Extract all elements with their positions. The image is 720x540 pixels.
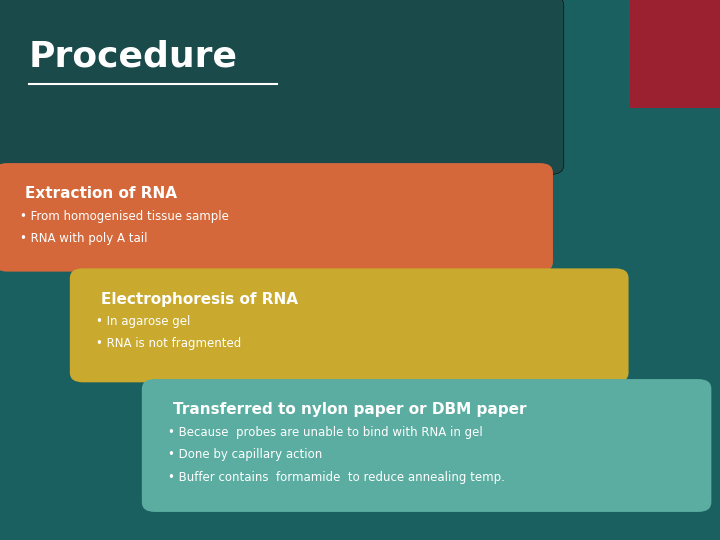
Text: Extraction of RNA: Extraction of RNA <box>25 186 177 201</box>
Text: Electrophoresis of RNA: Electrophoresis of RNA <box>101 292 298 307</box>
Text: • Because  probes are unable to bind with RNA in gel: • Because probes are unable to bind with… <box>168 426 482 438</box>
Text: • In agarose gel: • In agarose gel <box>96 315 190 328</box>
Text: • From homogenised tissue sample: • From homogenised tissue sample <box>20 210 229 222</box>
Text: Transferred to nylon paper or DBM paper: Transferred to nylon paper or DBM paper <box>173 402 526 417</box>
Text: • Buffer contains  formamide  to reduce annealing temp.: • Buffer contains formamide to reduce an… <box>168 471 505 484</box>
FancyBboxPatch shape <box>0 0 564 174</box>
Text: • RNA is not fragmented: • RNA is not fragmented <box>96 338 241 350</box>
FancyBboxPatch shape <box>142 379 711 512</box>
Bar <box>630 0 720 108</box>
FancyBboxPatch shape <box>70 268 629 382</box>
Polygon shape <box>484 253 553 275</box>
Text: Procedure: Procedure <box>29 40 238 73</box>
FancyBboxPatch shape <box>0 163 553 272</box>
Polygon shape <box>505 363 575 386</box>
Text: • Done by capillary action: • Done by capillary action <box>168 448 322 461</box>
Text: • RNA with poly A tail: • RNA with poly A tail <box>20 232 148 245</box>
